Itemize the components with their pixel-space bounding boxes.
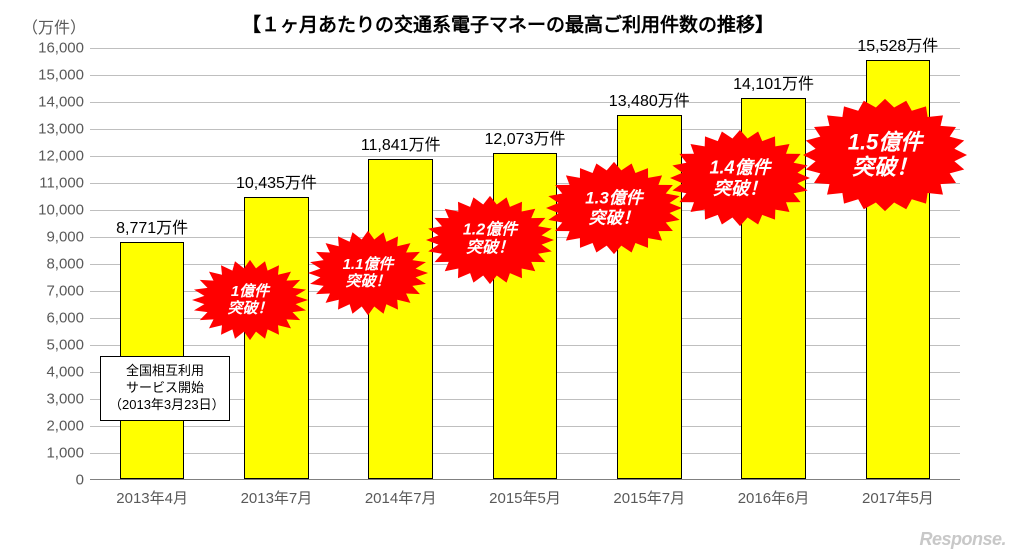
xtick-label: 2016年6月 bbox=[738, 479, 810, 508]
ytick-label: 16,000 bbox=[38, 40, 90, 57]
milestone-burst: 1.4億件突破！ bbox=[668, 126, 812, 230]
ytick-label: 3,000 bbox=[46, 391, 90, 408]
gridline bbox=[90, 75, 960, 76]
ytick-label: 12,000 bbox=[38, 148, 90, 165]
ytick-label: 10,000 bbox=[38, 202, 90, 219]
ytick-label: 14,000 bbox=[38, 94, 90, 111]
milestone-burst-text: 1.4億件突破！ bbox=[709, 157, 770, 198]
milestone-burst-text: 1.5億件突破！ bbox=[848, 130, 923, 181]
xtick-label: 2013年4月 bbox=[116, 479, 188, 508]
ytick-label: 8,000 bbox=[46, 256, 90, 273]
milestone-burst: 1.5億件突破！ bbox=[801, 95, 969, 215]
milestone-burst: 1億件突破！ bbox=[190, 256, 310, 344]
milestone-burst-text: 1.3億件突破！ bbox=[585, 188, 643, 227]
xtick-label: 2013年7月 bbox=[241, 479, 313, 508]
yaxis-unit-label: （万件） bbox=[22, 14, 86, 38]
milestone-burst-text: 1.1億件突破！ bbox=[343, 256, 394, 291]
xtick-label: 2015年7月 bbox=[613, 479, 685, 508]
ytick-label: 2,000 bbox=[46, 418, 90, 435]
ytick-label: 11,000 bbox=[39, 175, 90, 192]
bar-value-label: 10,435万件 bbox=[236, 169, 317, 193]
ytick-label: 9,000 bbox=[46, 229, 90, 246]
watermark: Response. bbox=[919, 529, 1006, 550]
ytick-label: 5,000 bbox=[46, 337, 90, 354]
chart-container: 【１ヶ月あたりの交通系電子マネーの最高ご利用件数の推移】 （万件） 01,000… bbox=[0, 0, 1016, 556]
ytick-label: 13,000 bbox=[38, 121, 90, 138]
bar-value-label: 11,841万件 bbox=[361, 131, 441, 155]
ytick-label: 1,000 bbox=[46, 445, 90, 462]
gridline bbox=[90, 48, 960, 49]
bar-value-label: 15,528万件 bbox=[857, 32, 938, 56]
milestone-burst-text: 1.2億件突破！ bbox=[463, 222, 517, 259]
bar-value-label: 14,101万件 bbox=[733, 70, 814, 94]
service-start-note: 全国相互利用サービス開始（2013年3月23日） bbox=[100, 356, 230, 421]
xtick-label: 2017年5月 bbox=[862, 479, 934, 508]
milestone-burst-text: 1億件突破！ bbox=[227, 283, 272, 318]
milestone-burst: 1.3億件突破！ bbox=[544, 158, 684, 258]
ytick-label: 6,000 bbox=[46, 310, 90, 327]
bar-value-label: 8,771万件 bbox=[116, 214, 188, 238]
bar-value-label: 13,480万件 bbox=[609, 87, 690, 111]
milestone-burst: 1.2億件突破！ bbox=[424, 192, 556, 288]
milestone-burst: 1.1億件突破！ bbox=[306, 227, 430, 319]
ytick-label: 7,000 bbox=[46, 283, 90, 300]
xtick-label: 2015年5月 bbox=[489, 479, 561, 508]
ytick-label: 0 bbox=[76, 472, 90, 489]
ytick-label: 4,000 bbox=[46, 364, 90, 381]
bar-value-label: 12,073万件 bbox=[485, 125, 566, 149]
xtick-label: 2014年7月 bbox=[365, 479, 437, 508]
ytick-label: 15,000 bbox=[38, 67, 90, 84]
